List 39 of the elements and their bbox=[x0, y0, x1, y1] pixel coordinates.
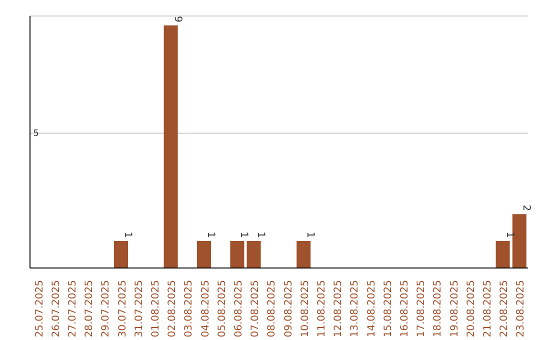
data-label: 1 bbox=[122, 232, 133, 238]
x-tick-label: 04.08.2025 bbox=[200, 280, 212, 338]
x-tick-label: 21.08.2025 bbox=[482, 280, 494, 338]
data-label: 2 bbox=[520, 204, 532, 212]
x-tick-label: 17.08.2025 bbox=[416, 280, 428, 338]
x-tick-label: 13.08.2025 bbox=[350, 280, 361, 338]
x-tick-label: 03.08.2025 bbox=[184, 280, 195, 338]
x-tick-label: 09.08.2025 bbox=[283, 280, 294, 338]
data-label: 9 bbox=[172, 16, 183, 22]
x-tick-label: 14.08.2025 bbox=[366, 280, 378, 338]
x-tick-label: 26.07.2025 bbox=[50, 280, 62, 338]
x-tick-label: 10.08.2025 bbox=[300, 280, 311, 338]
x-tick-label: 07.08.2025 bbox=[250, 280, 262, 338]
x-tick-label: 02.08.2025 bbox=[167, 280, 178, 338]
x-tick-label: 15.08.2025 bbox=[382, 280, 394, 338]
data-label: 1 bbox=[205, 232, 216, 238]
x-tick-label: 18.08.2025 bbox=[432, 280, 444, 338]
x-tick-label: 28.07.2025 bbox=[84, 280, 96, 338]
x-tick-label: 31.07.2025 bbox=[134, 280, 145, 338]
x-tick-label: 22.08.2025 bbox=[499, 280, 510, 338]
x-tick-label: 11.08.2025 bbox=[316, 280, 328, 338]
data-label: 1 bbox=[254, 232, 266, 238]
x-tick-label: 08.08.2025 bbox=[266, 280, 278, 338]
x-tick-label: 16.08.2025 bbox=[400, 280, 410, 338]
x-tick-label: 01.08.2025 bbox=[150, 280, 162, 338]
x-tick-label: 27.07.2025 bbox=[68, 280, 78, 338]
x-tick-label: 19.08.2025 bbox=[449, 280, 460, 338]
x-tick-label: 05.08.2025 bbox=[216, 280, 228, 338]
x-tick-label: 25.07.2025 bbox=[34, 280, 46, 338]
data-label: 1 bbox=[304, 232, 316, 238]
data-label: 1 bbox=[238, 232, 250, 238]
data-label: 1 bbox=[504, 232, 515, 238]
x-tick-label: 06.08.2025 bbox=[234, 280, 244, 338]
x-tick-label: 29.07.2025 bbox=[100, 280, 112, 338]
x-tick-label: 20.08.2025 bbox=[466, 280, 477, 338]
x-tick-label: 23.08.2025 bbox=[516, 280, 527, 338]
x-tick-label: 12.08.2025 bbox=[333, 280, 344, 338]
x-tick-label: 30.07.2025 bbox=[117, 280, 128, 338]
y-tick-label: 5 bbox=[33, 129, 39, 140]
